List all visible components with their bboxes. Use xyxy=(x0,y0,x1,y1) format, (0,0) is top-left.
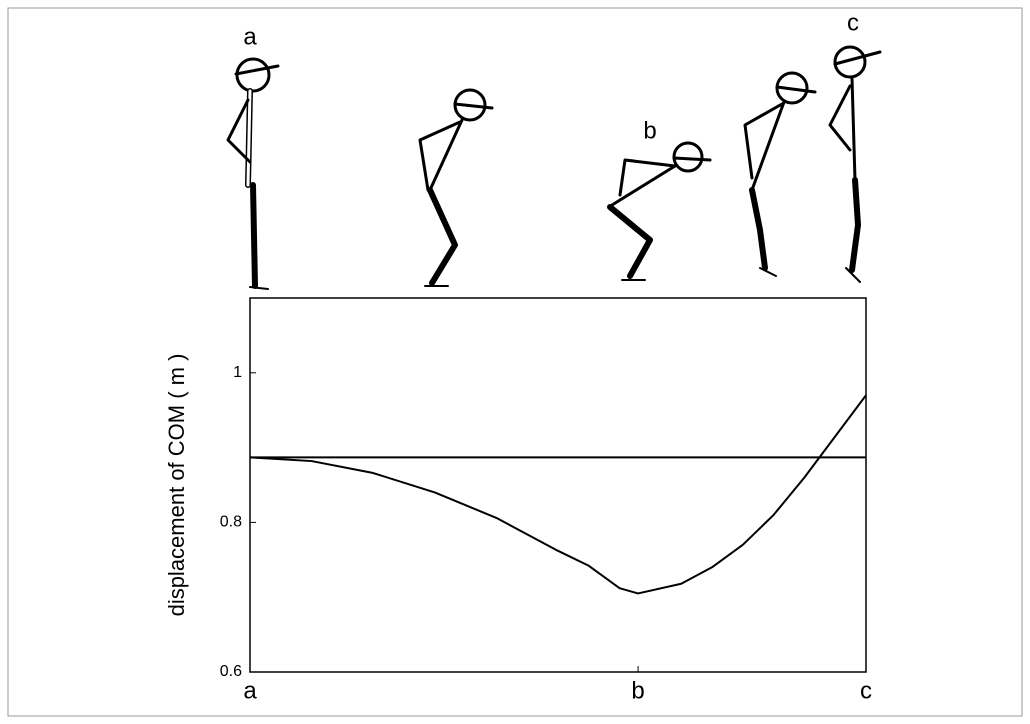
figure-label: a xyxy=(243,23,257,50)
chart: a b c displacement of COM ( m ) 0.6 0.8 1 a… xyxy=(0,0,1030,724)
figure-label: c xyxy=(847,9,859,36)
x-tick-label: c xyxy=(860,677,872,704)
y-tick-label: 0.8 xyxy=(220,514,242,531)
figure-label: b xyxy=(643,117,656,144)
y-axis-label: displacement of COM ( m ) xyxy=(164,354,189,617)
x-tick-label: a xyxy=(243,677,257,704)
y-tick-label: 0.6 xyxy=(220,663,242,680)
y-tick-label: 1 xyxy=(233,364,242,381)
x-tick-label: b xyxy=(631,677,644,704)
frame xyxy=(8,8,1022,716)
